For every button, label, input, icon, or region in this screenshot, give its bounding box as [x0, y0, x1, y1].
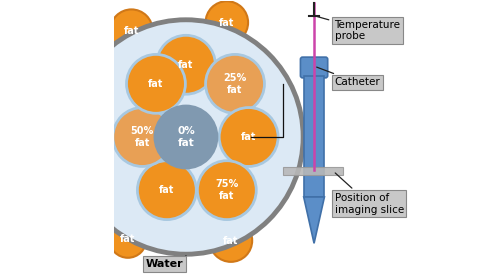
Circle shape: [198, 161, 256, 219]
Text: Catheter: Catheter: [316, 67, 380, 87]
Circle shape: [210, 219, 252, 262]
Circle shape: [68, 20, 303, 254]
FancyBboxPatch shape: [282, 167, 343, 175]
Text: 0%
fat: 0% fat: [177, 126, 195, 148]
FancyBboxPatch shape: [300, 57, 328, 78]
Circle shape: [110, 9, 152, 52]
Text: fat: fat: [124, 26, 139, 36]
Text: fat: fat: [120, 234, 136, 244]
Text: 25%
fat: 25% fat: [224, 73, 246, 95]
Text: fat: fat: [159, 185, 174, 195]
Circle shape: [138, 161, 196, 219]
Text: fat: fat: [178, 60, 194, 70]
Circle shape: [219, 108, 278, 166]
Circle shape: [126, 55, 186, 113]
Circle shape: [206, 55, 264, 113]
Text: fat: fat: [223, 236, 238, 246]
Bar: [304, 76, 324, 197]
Circle shape: [154, 106, 218, 168]
Text: fat: fat: [148, 79, 164, 89]
Circle shape: [156, 35, 216, 94]
Text: fat: fat: [241, 132, 256, 142]
Polygon shape: [304, 197, 324, 243]
Text: 75%
fat: 75% fat: [215, 179, 238, 201]
Circle shape: [110, 221, 146, 258]
Text: Temperature
probe: Temperature probe: [316, 16, 400, 41]
Circle shape: [206, 1, 248, 44]
Text: Water: Water: [146, 256, 186, 269]
Circle shape: [113, 108, 172, 166]
Text: 50%
fat: 50% fat: [130, 126, 154, 148]
Text: fat: fat: [219, 18, 234, 27]
Text: Position of
imaging slice: Position of imaging slice: [334, 173, 404, 215]
